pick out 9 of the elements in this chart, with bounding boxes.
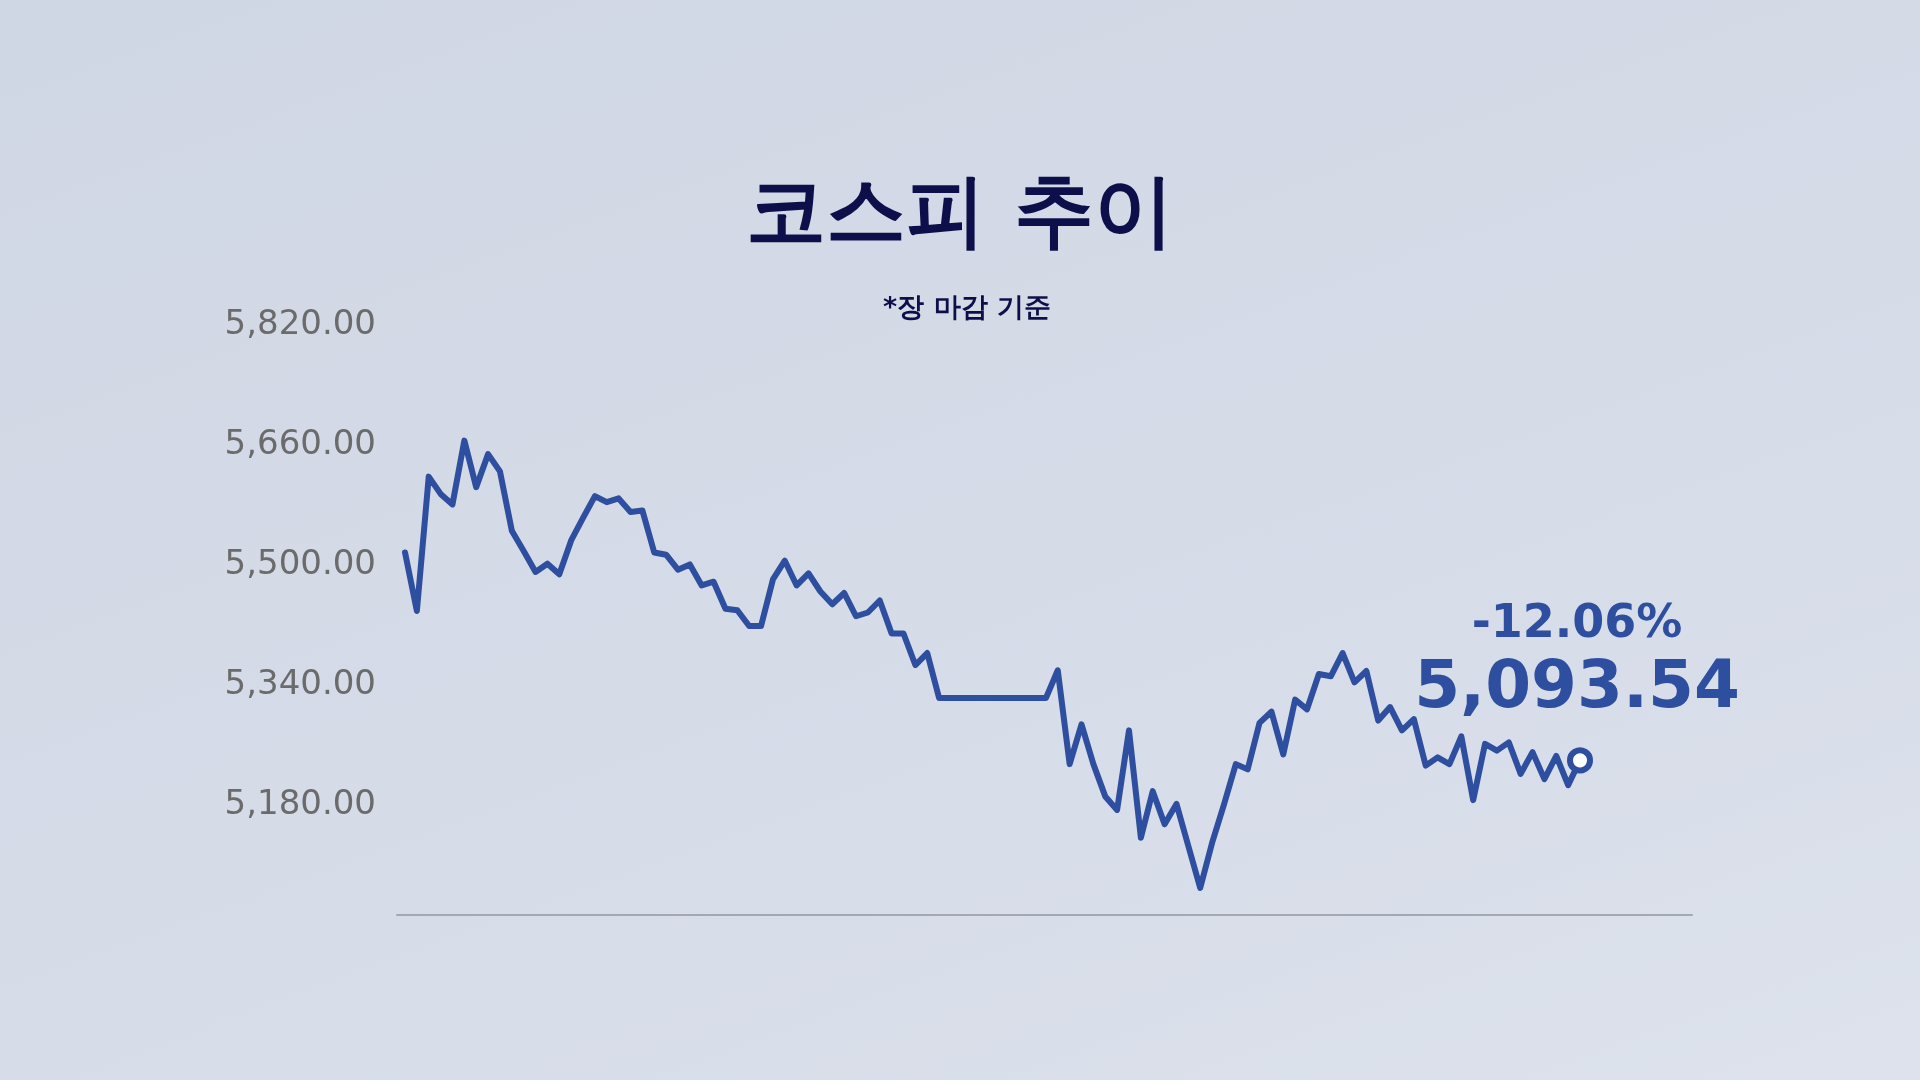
annotation: 5,093.54 bbox=[1414, 645, 1740, 723]
chart-subtitle: *장 마감 기준 bbox=[883, 291, 1051, 322]
y-tick-label: 5,180.00 bbox=[224, 782, 376, 823]
y-tick-label: 5,340.00 bbox=[224, 662, 376, 703]
y-tick-label: 5,500.00 bbox=[224, 542, 376, 583]
chart-title: 코스피 추이 bbox=[746, 163, 1174, 257]
y-tick-label: 5,660.00 bbox=[224, 422, 376, 463]
y-tick-label: 5,820.00 bbox=[224, 302, 376, 342]
annotation: -12.06% bbox=[1471, 594, 1683, 648]
